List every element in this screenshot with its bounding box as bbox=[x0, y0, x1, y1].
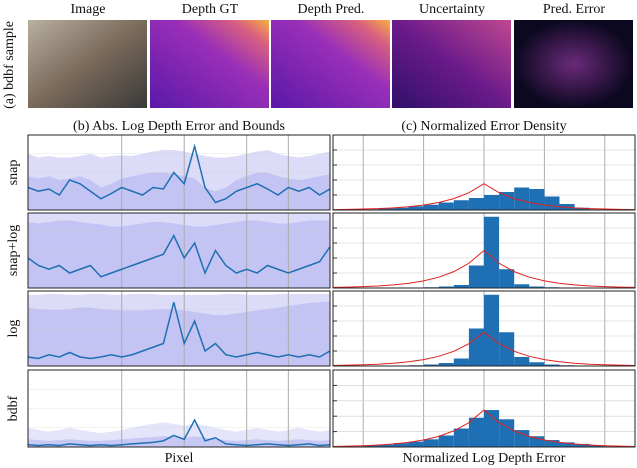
image bbox=[150, 20, 269, 108]
column-title: (b) Abs. Log Depth Error and Bounds bbox=[73, 119, 285, 134]
histogram-bar bbox=[484, 410, 499, 447]
bound-area bbox=[28, 302, 330, 367]
image bbox=[271, 20, 390, 108]
histogram-bar bbox=[514, 357, 529, 366]
image-label: Image bbox=[71, 2, 106, 17]
histogram-bar bbox=[469, 418, 484, 447]
histogram-bar bbox=[439, 203, 454, 211]
image bbox=[392, 20, 511, 108]
histogram-bar bbox=[469, 266, 484, 289]
image bbox=[514, 20, 633, 108]
histogram-bar bbox=[454, 200, 469, 210]
histogram-bar bbox=[514, 284, 529, 288]
image bbox=[28, 20, 147, 108]
x-axis-label: Normalized Log Depth Error bbox=[403, 451, 566, 466]
histogram-bar bbox=[544, 197, 559, 211]
histogram-bar bbox=[439, 435, 454, 447]
row-label: snap bbox=[6, 160, 21, 186]
histogram-bar bbox=[499, 269, 514, 288]
histogram-bar bbox=[424, 205, 439, 210]
row-label: snap+log bbox=[6, 225, 21, 276]
x-axis-label: Pixel bbox=[165, 451, 194, 466]
image-label: Uncertainty bbox=[419, 2, 485, 17]
figure: (a) bdbf sample Image Depth GT Depth Pred.… bbox=[0, 0, 637, 468]
image-label: Depth Pred. bbox=[298, 2, 365, 17]
row-label: (a) bdbf sample bbox=[2, 21, 17, 109]
histogram-bar bbox=[499, 332, 514, 366]
histogram-bar bbox=[514, 430, 529, 447]
image-label: Depth GT bbox=[182, 2, 239, 17]
row-label: bdbf bbox=[6, 395, 21, 421]
histogram-bar bbox=[454, 429, 469, 447]
histogram-bar bbox=[499, 192, 514, 210]
histogram-bar bbox=[424, 439, 439, 447]
images bbox=[28, 20, 633, 108]
histogram-bar bbox=[529, 362, 544, 366]
bound-area bbox=[28, 221, 330, 289]
image-label: Pred. Error bbox=[543, 2, 606, 17]
row-label: log bbox=[6, 320, 21, 338]
histogram-bar bbox=[484, 195, 499, 210]
histogram-bar bbox=[454, 359, 469, 367]
histogram-bar bbox=[529, 189, 544, 210]
histogram-bar bbox=[469, 198, 484, 210]
histogram-bar bbox=[484, 295, 499, 366]
column-title: (c) Normalized Error Density bbox=[401, 119, 566, 134]
